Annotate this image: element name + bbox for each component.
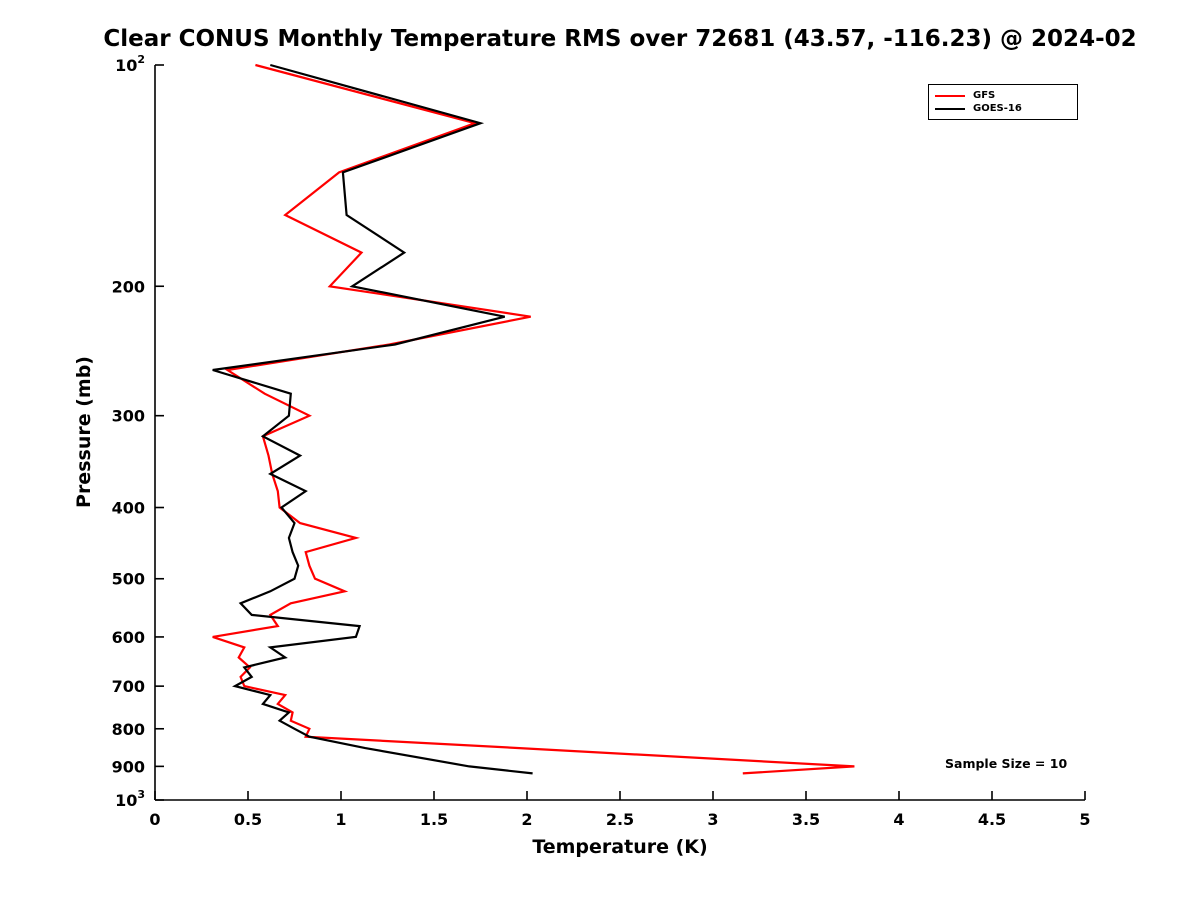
legend-label-goes-16: GOES-16 xyxy=(973,103,1022,114)
y-tick-label: 102 xyxy=(115,53,145,75)
y-tick-label: 700 xyxy=(112,677,145,696)
chart-title: Clear CONUS Monthly Temperature RMS over… xyxy=(103,26,1137,52)
x-tick-label: 0.5 xyxy=(234,810,262,829)
x-tick-label: 0 xyxy=(149,810,160,829)
y-tick-label: 200 xyxy=(112,277,145,296)
y-tick-label: 103 xyxy=(115,788,145,810)
gfs-series-line xyxy=(212,63,855,775)
goes-16-series-line xyxy=(212,63,533,775)
legend-entry-goes-16: GOES-16 xyxy=(935,102,1071,115)
x-tick-label: 3 xyxy=(707,810,718,829)
legend: GFS GOES-16 xyxy=(928,84,1078,120)
y-tick-label: 500 xyxy=(112,570,145,589)
x-tick-label: 1 xyxy=(335,810,346,829)
legend-entry-gfs: GFS xyxy=(935,89,1071,102)
y-tick-label: 600 xyxy=(112,628,145,647)
y-tick-label: 800 xyxy=(112,720,145,739)
x-tick-label: 1.5 xyxy=(420,810,448,829)
x-tick-label: 4 xyxy=(893,810,904,829)
x-tick-label: 2 xyxy=(521,810,532,829)
x-tick-label: 2.5 xyxy=(606,810,634,829)
x-axis-label: Temperature (K) xyxy=(532,836,708,858)
sample-size-annotation: Sample Size = 10 xyxy=(945,756,1068,771)
x-tick-label: 4.5 xyxy=(978,810,1006,829)
goes-16-line-sample xyxy=(935,107,965,110)
x-tick-label: 3.5 xyxy=(792,810,820,829)
legend-label-gfs: GFS xyxy=(973,90,996,101)
y-tick-label: 300 xyxy=(112,407,145,426)
gfs-line-sample xyxy=(935,94,965,97)
x-tick-label: 5 xyxy=(1079,810,1090,829)
y-tick-label: 400 xyxy=(112,499,145,518)
y-tick-label: 900 xyxy=(112,757,145,776)
